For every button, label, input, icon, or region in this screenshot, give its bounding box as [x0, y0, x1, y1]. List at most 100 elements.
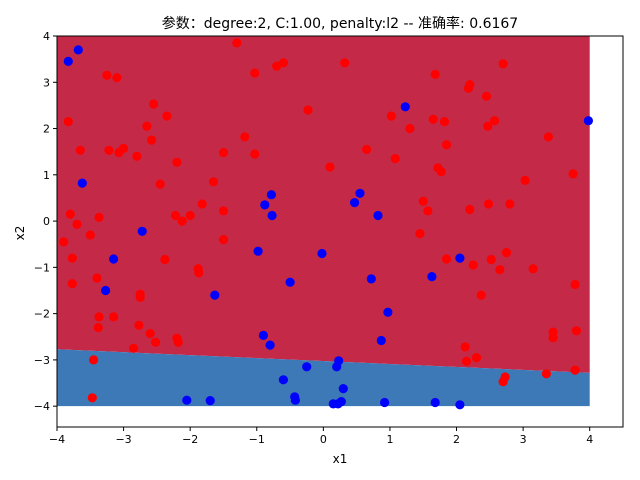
red-point [155, 179, 165, 189]
red-point [94, 212, 104, 222]
red-point [415, 229, 425, 239]
red-point [428, 114, 438, 124]
blue-point [302, 362, 312, 372]
red-point [89, 355, 99, 365]
red-point [75, 145, 85, 155]
plot-frame [56, 35, 624, 428]
red-point [232, 38, 242, 48]
red-point [570, 279, 580, 290]
red-point [162, 111, 172, 121]
blue-point [338, 384, 348, 394]
blue-point [380, 397, 390, 408]
y-axis-label: x2 [13, 226, 27, 241]
red-point [500, 372, 510, 382]
blue-point [427, 272, 437, 282]
blue-point [109, 254, 119, 264]
red-point [570, 365, 580, 375]
red-point [505, 199, 515, 209]
blue-point [253, 246, 263, 256]
y-tick-label: 0 [43, 215, 50, 228]
red-point [145, 328, 155, 339]
red-point [362, 144, 372, 154]
blue-point [278, 375, 288, 385]
red-point [483, 121, 493, 131]
red-point [135, 292, 145, 302]
y-tick-label: 4 [43, 30, 50, 43]
blue-point [137, 226, 147, 236]
red-point [67, 253, 77, 263]
red-point [405, 123, 415, 134]
red-point [177, 216, 187, 226]
red-point [390, 154, 400, 164]
x-tick-label: 3 [520, 433, 527, 446]
red-point [170, 210, 181, 221]
red-point [142, 121, 152, 131]
red-point [67, 279, 77, 289]
red-point [218, 235, 229, 245]
data-points [59, 38, 594, 410]
x-tick-label: 1 [386, 433, 393, 446]
blue-point [266, 190, 276, 200]
red-point [134, 320, 144, 330]
blue-point [366, 274, 376, 284]
blue-point [350, 198, 360, 208]
red-point [94, 312, 104, 322]
y-tick-label: 1 [43, 169, 50, 182]
red-point [543, 132, 554, 142]
red-point [240, 132, 250, 142]
y-tick-label: −4 [34, 400, 50, 413]
red-point [541, 369, 552, 379]
x-tick-label: −2 [182, 433, 198, 446]
red-point [468, 260, 478, 270]
blue-point [265, 340, 275, 350]
red-point [520, 175, 530, 185]
x-tick-label: −4 [49, 433, 65, 446]
red-point [65, 209, 75, 219]
red-point [197, 199, 207, 209]
red-point [93, 322, 103, 333]
red-point [340, 58, 350, 68]
x-tick-label: −1 [249, 433, 265, 446]
red-point [548, 333, 558, 343]
red-point [112, 73, 122, 83]
red-point [87, 393, 97, 403]
red-point [486, 254, 496, 265]
red-point [92, 273, 102, 283]
red-point [194, 268, 204, 278]
red-point [465, 80, 475, 90]
red-point [418, 196, 428, 206]
red-point [386, 111, 396, 121]
blue-point [260, 200, 270, 210]
red-point [172, 157, 182, 167]
blue-point [317, 248, 327, 259]
red-point [147, 135, 157, 145]
blue-point [258, 330, 268, 340]
blue-point [267, 210, 277, 221]
red-point [439, 117, 450, 127]
blue-region [57, 349, 590, 407]
blue-point [182, 395, 192, 405]
red-point [218, 148, 229, 158]
blue-point [205, 396, 215, 406]
y-tick-label: −1 [34, 261, 50, 274]
red-point [250, 149, 260, 159]
red-point [465, 204, 475, 215]
red-point [471, 353, 482, 363]
red-point [173, 337, 183, 347]
blue-point [334, 356, 344, 366]
red-point [436, 167, 446, 177]
chart-title: 参数：degree:2, C:1.00, penalty:l2 -- 准确率: … [162, 15, 518, 32]
blue-point [455, 400, 465, 410]
decision-regions [57, 36, 590, 407]
blue-point [73, 45, 83, 55]
red-point [489, 116, 500, 126]
red-point [85, 230, 95, 240]
red-point [129, 343, 139, 353]
red-point [423, 206, 433, 216]
red-point [430, 69, 440, 79]
blue-point [430, 397, 440, 408]
red-point [278, 58, 288, 68]
y-tick-label: 3 [43, 76, 50, 89]
red-point [63, 117, 73, 127]
